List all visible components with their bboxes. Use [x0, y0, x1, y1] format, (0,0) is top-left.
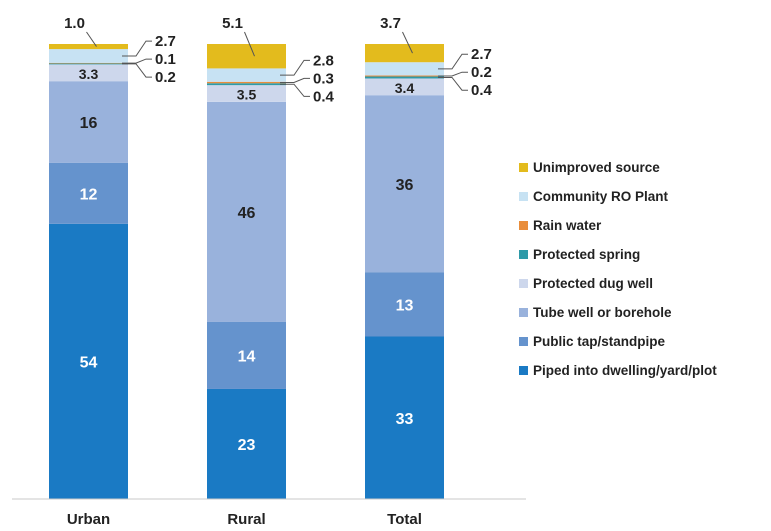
- legend-label-tube-well-or-borehole: Tube well or borehole: [533, 305, 672, 320]
- bar-segment-urban-protected-dug-well: [49, 64, 128, 82]
- bar-segment-rural-rain-water: [207, 81, 286, 84]
- x-tick-label-total: Total: [387, 511, 422, 528]
- leader-line-rural-rain-water: [280, 77, 310, 84]
- legend-swatch-community-ro-plant: [519, 192, 528, 201]
- bar-segment-rural-tube-well-or-borehole: [207, 101, 286, 322]
- leader-line-total-protected-spring: [438, 76, 468, 91]
- bar-segment-total-tube-well-or-borehole: [365, 95, 444, 273]
- leader-line-rural-community-ro-plant: [280, 59, 310, 76]
- data-label-rural-unimproved-source: 5.1: [222, 15, 243, 32]
- bar-segment-total-community-ro-plant: [365, 62, 444, 76]
- data-label-urban-tube-well-or-borehole: 16: [80, 115, 98, 132]
- legend: Unimproved source Community RO Plant Rain …: [519, 160, 717, 378]
- data-label-total-rain-water: 0.2: [471, 64, 492, 81]
- data-label-total-piped-into-dwelling-yard-plot: 33: [396, 411, 414, 428]
- bar-segment-rural-piped-into-dwelling-yard-plot: [207, 388, 286, 499]
- leader-line-urban-rain-water: [122, 58, 152, 64]
- legend-swatch-public-tap-standpipe: [519, 337, 528, 346]
- data-label-rural-public-tap-standpipe: 14: [238, 348, 256, 365]
- data-label-total-public-tap-standpipe: 13: [396, 297, 414, 314]
- legend-swatch-tube-well-or-borehole: [519, 308, 528, 317]
- legend-label-piped-into-dwelling-yard-plot: Piped into dwelling/yard/plot: [533, 363, 717, 378]
- legend-label-protected-spring: Protected spring: [533, 247, 640, 262]
- bar-segment-total-public-tap-standpipe: [365, 272, 444, 337]
- bar-segment-total-piped-into-dwelling-yard-plot: [365, 336, 444, 499]
- data-label-urban-community-ro-plant: 2.7: [155, 33, 176, 50]
- data-label-total-protected-dug-well: 3.4: [395, 80, 415, 96]
- data-label-urban-rain-water: 0.1: [155, 51, 176, 68]
- leader-line-total-unimproved-source: [402, 31, 413, 54]
- legend-label-unimproved-source: Unimproved source: [533, 160, 660, 175]
- leader-line-urban-unimproved-source: [86, 31, 97, 47]
- data-label-rural-protected-spring: 0.4: [313, 88, 335, 105]
- leader-line-urban-community-ro-plant: [122, 40, 152, 57]
- data-label-rural-rain-water: 0.3: [313, 70, 334, 87]
- bar-segment-rural-community-ro-plant: [207, 68, 286, 82]
- data-label-total-tube-well-or-borehole: 36: [396, 177, 414, 194]
- data-label-rural-piped-into-dwelling-yard-plot: 23: [238, 437, 256, 454]
- leader-line-urban-protected-spring: [122, 63, 152, 78]
- data-label-rural-community-ro-plant: 2.8: [313, 52, 334, 69]
- bar-segment-urban-community-ro-plant: [49, 49, 128, 63]
- legend-label-rain-water: Rain water: [533, 218, 602, 233]
- data-label-total-protected-spring: 0.4: [471, 82, 493, 99]
- legend-swatch-protected-spring: [519, 250, 528, 259]
- data-label-urban-piped-into-dwelling-yard-plot: 54: [80, 354, 98, 371]
- bar-segment-rural-protected-spring: [207, 83, 286, 86]
- legend-swatch-rain-water: [519, 221, 528, 230]
- legend-swatch-unimproved-source: [519, 163, 528, 172]
- leader-line-total-rain-water: [438, 71, 468, 77]
- leader-line-total-community-ro-plant: [438, 53, 468, 70]
- legend-label-protected-dug-well: Protected dug well: [533, 276, 653, 291]
- bar-segment-rural-public-tap-standpipe: [207, 321, 286, 389]
- data-label-urban-protected-spring: 0.2: [155, 69, 176, 86]
- bar-segment-urban-tube-well-or-borehole: [49, 81, 128, 163]
- legend-label-public-tap-standpipe: Public tap/standpipe: [533, 334, 666, 349]
- data-label-rural-tube-well-or-borehole: 46: [238, 205, 256, 222]
- legend-swatch-piped-into-dwelling-yard-plot: [519, 366, 528, 375]
- x-tick-label-urban: Urban: [67, 511, 110, 528]
- data-label-rural-protected-dug-well: 3.5: [237, 87, 257, 103]
- data-label-urban-unimproved-source: 1.0: [64, 15, 85, 32]
- data-label-urban-protected-dug-well: 3.3: [79, 66, 99, 82]
- bar-segment-rural-protected-dug-well: [207, 85, 286, 102]
- bar-segment-total-unimproved-source: [365, 44, 444, 63]
- leader-lines-layer: [86, 31, 468, 97]
- bars-layer: [49, 44, 444, 499]
- data-label-urban-public-tap-standpipe: 12: [80, 186, 98, 203]
- x-axis-tick-labels: Urban Rural Total: [67, 511, 422, 528]
- x-tick-label-rural: Rural: [227, 511, 265, 528]
- bar-segment-urban-piped-into-dwelling-yard-plot: [49, 223, 128, 499]
- bar-segment-urban-public-tap-standpipe: [49, 162, 128, 224]
- bar-segment-urban-unimproved-source: [49, 44, 128, 50]
- leader-line-rural-unimproved-source: [244, 31, 255, 57]
- data-labels-layer: 5412163.31.02.70.10.22314463.55.12.80.30…: [64, 15, 492, 454]
- bar-segment-urban-rain-water: [49, 62, 128, 64]
- legend-swatch-protected-dug-well: [519, 279, 528, 288]
- bar-segment-urban-protected-spring: [49, 63, 128, 65]
- bar-segment-total-rain-water: [365, 75, 444, 77]
- leader-line-rural-protected-spring: [280, 83, 310, 97]
- bar-segment-total-protected-spring: [365, 76, 444, 79]
- data-label-total-community-ro-plant: 2.7: [471, 46, 492, 63]
- legend-label-community-ro-plant: Community RO Plant: [533, 189, 669, 204]
- bar-segment-total-protected-dug-well: [365, 78, 444, 96]
- bar-segment-rural-unimproved-source: [207, 44, 286, 69]
- data-label-total-unimproved-source: 3.7: [380, 15, 401, 32]
